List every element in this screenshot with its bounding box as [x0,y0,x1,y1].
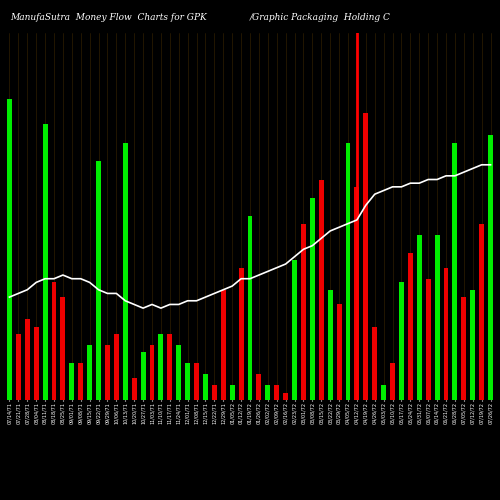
Bar [248,216,252,400]
Bar [399,282,404,400]
Bar [310,198,315,400]
Text: /Graphic Packaging  Holding C: /Graphic Packaging Holding C [250,12,391,22]
Bar [470,290,475,400]
Bar [52,282,57,400]
Bar [42,124,48,400]
Bar [381,386,386,400]
Bar [488,136,493,400]
Bar [319,180,324,400]
Bar [150,345,154,400]
Bar [426,278,430,400]
Bar [221,290,226,400]
Bar [292,260,297,400]
Bar [354,187,360,400]
Bar [274,386,279,400]
Bar [123,143,128,400]
Bar [336,304,342,400]
Bar [185,363,190,400]
Bar [87,345,92,400]
Bar [96,161,101,400]
Bar [132,378,136,400]
Bar [114,334,119,400]
Bar [408,253,413,400]
Bar [203,374,208,400]
Bar [417,234,422,400]
Bar [34,326,38,400]
Bar [212,386,217,400]
Bar [444,268,448,400]
Bar [364,114,368,400]
Bar [194,363,199,400]
Bar [390,363,395,400]
Bar [372,326,377,400]
Bar [176,345,181,400]
Bar [283,392,288,400]
Bar [266,386,270,400]
Bar [70,363,74,400]
Bar [25,319,29,400]
Bar [452,143,458,400]
Bar [328,290,332,400]
Bar [256,374,262,400]
Bar [78,363,83,400]
Bar [301,224,306,400]
Bar [7,98,12,400]
Bar [238,268,244,400]
Bar [230,386,234,400]
Bar [140,352,145,400]
Bar [462,297,466,400]
Bar [105,345,110,400]
Bar [60,297,66,400]
Text: ManufaSutra  Money Flow  Charts for GPK: ManufaSutra Money Flow Charts for GPK [10,12,207,22]
Bar [158,334,164,400]
Bar [434,234,440,400]
Bar [346,143,350,400]
Bar [168,334,172,400]
Bar [479,224,484,400]
Bar [16,334,21,400]
